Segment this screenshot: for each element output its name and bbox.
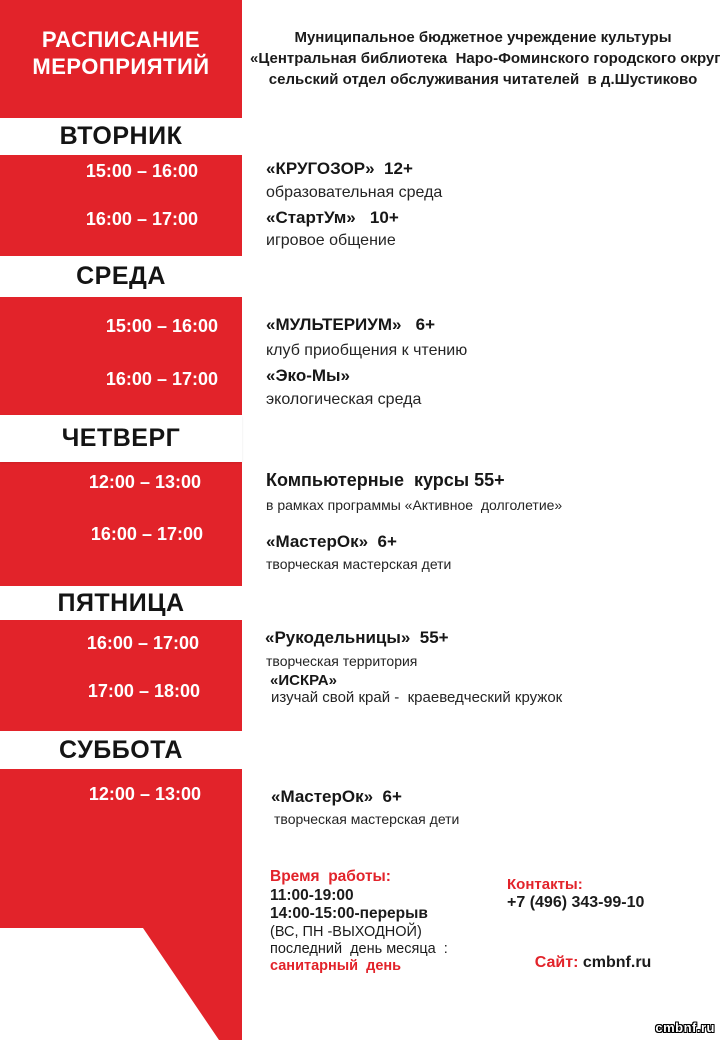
site-url: cmbnf.ru [578,954,652,971]
event-desc-computer-courses: в рамках программы «Активное долголетие» [266,497,563,513]
organization-name-line1: Муниципальное бюджетное учреждение культ… [294,29,672,46]
page-title-line2: МЕРОПРИЯТИЙ [32,54,210,79]
event-desc-masterok-sat: творческая мастерская дети [274,811,460,827]
organization-name: Муниципальное бюджетное учреждение культ… [250,27,720,90]
event-title-masterok-thu: «МастерОк» 6+ [266,532,397,551]
day-band-friday: ПЯТНИЦА [0,586,242,620]
event-desc-masterok-thu: творческая мастерская дети [266,556,452,572]
day-band-tuesday: ВТОРНИК [0,118,242,155]
event-title-startum: «СтартУм» 10+ [266,208,399,227]
event-desc-ekomy: экологическая среда [266,391,422,408]
event-desc-iskra: изучай свой край - краеведческий кружок [271,689,563,706]
organization-name-line2: «Центральная библиотека Наро-Фоминского … [250,50,720,67]
day-label-wednesday: СРЕДА [76,262,166,290]
page-title-line1: РАСПИСАНИЕ [41,27,201,52]
site-label: Сайт: [534,954,579,971]
event-title-ekomy: «Эко-Мы» [266,366,351,385]
header-red-block [0,0,242,118]
working-hours-main: 11:00-19:00 [270,887,354,904]
day-band-saturday: СУББОТА [0,731,242,769]
time-wednesday-slot1: 15:00 – 16:00 [105,316,218,336]
organization-name-line3: сельский отдел обслуживания читателей в … [268,71,698,88]
event-title-rukodelnitsy: «Рукодельницы» 55+ [265,628,449,647]
wednesday-time-block [0,297,242,415]
event-desc-startum: игровое общение [266,232,396,249]
day-label-tuesday: ВТОРНИК [59,122,183,150]
event-desc-multerium: клуб приобщения к чтению [266,342,468,359]
working-hours-label: Время работы: [270,868,391,885]
tuesday-time-block [0,155,242,256]
day-band-wednesday: СРЕДА [0,256,242,297]
sanitary-day-note: санитарный день [270,958,402,974]
last-day-note: последний день месяца : [270,941,448,957]
thursday-time-block [0,462,242,586]
time-tuesday-slot2: 16:00 – 17:00 [85,209,198,229]
day-band-thursday: ЧЕТВЕРГ [0,415,242,462]
time-friday-slot1: 16:00 – 17:00 [86,633,199,653]
event-desc-rukodelnitsy: творческая территория [266,653,418,669]
day-label-thursday: ЧЕТВЕРГ [61,424,181,452]
time-wednesday-slot2: 16:00 – 17:00 [105,369,218,389]
event-title-multerium: «МУЛЬТЕРИУМ» 6+ [266,315,435,334]
time-saturday-slot1: 12:00 – 13:00 [88,784,201,804]
time-thursday-slot2: 16:00 – 17:00 [90,524,203,544]
day-label-saturday: СУББОТА [59,735,183,764]
event-title-masterok-sat: «МастерОк» 6+ [271,787,402,806]
saturday-time-block [0,769,242,1040]
days-off-note: (ВС, ПН -ВЫХОДНОЙ) [270,924,422,940]
working-hours-break: 14:00-15:00-перерыв [270,905,428,922]
friday-time-block [0,620,242,731]
time-thursday-slot1: 12:00 – 13:00 [88,472,201,492]
watermark-site-url: cmbnf.ru [655,1020,715,1035]
event-title-computer-courses: Компьютерные курсы 55+ [266,470,505,490]
event-title-krugozor: «КРУГОЗОР» 12+ [266,159,413,178]
time-friday-slot2: 17:00 – 18:00 [87,681,200,701]
day-label-friday: ПЯТНИЦА [57,588,185,617]
page-title: РАСПИСАНИЕ МЕРОПРИЯТИЙ [0,26,242,80]
event-title-iskra: «ИСКРА» [270,672,337,689]
contacts-label: Контакты: [507,876,583,893]
phone-number: +7 (496) 343-99-10 [507,894,645,911]
event-desc-krugozor: образовательная среда [266,184,443,201]
time-tuesday-slot1: 15:00 – 16:00 [85,161,198,181]
site-line: Сайт: cmbnf.ru [517,936,652,990]
